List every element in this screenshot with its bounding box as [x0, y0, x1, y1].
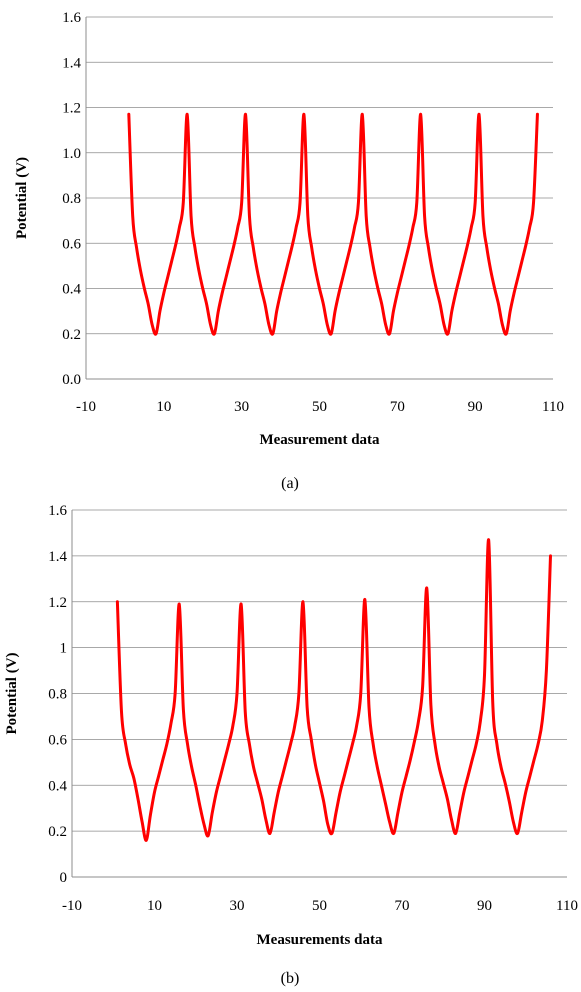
x-tick-label: 30 [234, 399, 249, 415]
y-tick-label: 0.8 [62, 191, 81, 207]
x-tick-label: 70 [390, 399, 405, 415]
x-tick-label: 50 [312, 898, 327, 914]
x-tick-label: 50 [312, 399, 327, 415]
x-tick-label: -10 [62, 898, 82, 914]
y-tick-label: 1.6 [62, 10, 81, 26]
y-axis-title: Potential (V) [14, 157, 30, 239]
x-tick-label: 30 [230, 898, 245, 914]
x-axis-title: Measurements data [257, 932, 383, 948]
x-tick-label: 90 [477, 898, 492, 914]
series-line [127, 112, 539, 336]
figure-caption: (a) [281, 475, 299, 492]
y-tick-label: 1.0 [62, 146, 81, 162]
y-tick-label: 0.8 [48, 687, 67, 703]
x-tick-label: 90 [468, 399, 483, 415]
y-tick-label: 0.2 [48, 824, 67, 840]
x-tick-label: 110 [542, 399, 564, 415]
chart-a: 0.0 0.2 0.4 0.6 0.8 1.0 1.2 1.4 1.6 -10 10 30 50 70 90… [14, 10, 564, 492]
chart-b: 0 0.2 0.4 0.6 0.8 1 1.2 1.4 1.6 -10 10 30 50 70 90 110 M… [4, 503, 578, 987]
x-tick-label: 10 [156, 399, 171, 415]
y-tick-label: 0.2 [62, 327, 81, 343]
y-tick-label: 0.6 [48, 732, 67, 748]
y-tick-label: 0.4 [62, 282, 81, 298]
y-axis-title: Potential (V) [4, 652, 20, 734]
x-tick-label: 10 [147, 898, 162, 914]
y-tick-label: 1.2 [62, 101, 81, 117]
y-tick-label: 0 [60, 870, 68, 886]
y-tick-label: 1.2 [48, 595, 67, 611]
y-tick-label: 0.4 [48, 778, 67, 794]
x-axis-title: Measurement data [259, 432, 380, 448]
x-tick-label: 110 [556, 898, 578, 914]
y-tick-label: 0.0 [62, 372, 81, 388]
y-tick-label: 1 [60, 641, 68, 657]
y-tick-label: 1.4 [48, 549, 67, 565]
x-tick-label: 70 [395, 898, 410, 914]
x-tick-label: -10 [76, 399, 96, 415]
series-line [115, 538, 552, 842]
y-tick-label: 0.6 [62, 236, 81, 252]
y-tick-label: 1.6 [48, 503, 67, 519]
y-tick-label: 1.4 [62, 55, 81, 71]
figure-caption: (b) [281, 970, 300, 987]
